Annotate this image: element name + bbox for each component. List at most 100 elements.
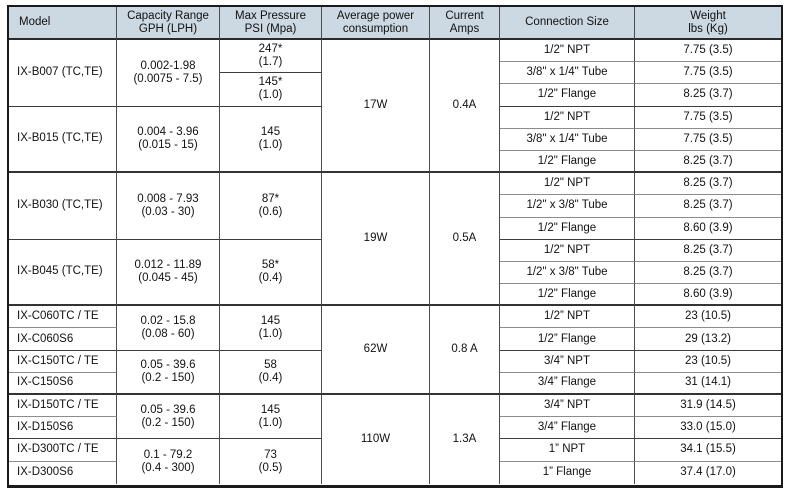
capacity-gph: 0.02 - 15.8	[140, 314, 196, 327]
header-line: GPH (LPH)	[138, 22, 198, 35]
pressure-mpa: (1.0)	[258, 89, 283, 102]
weight-cell: 8.25 (3.7)	[635, 195, 781, 218]
power-cell: 62W	[322, 306, 430, 395]
connection-cell: 3/4” Flange	[500, 372, 635, 395]
capacity-lph: (0.03 - 30)	[141, 205, 195, 218]
pressure-cell: 247* (1.7)	[220, 40, 322, 74]
capacity-gph: 0.012 - 11.89	[134, 258, 202, 271]
current-cell: 0.8 A	[430, 306, 500, 395]
capacity-lph: (0.0075 - 7.5)	[133, 72, 203, 85]
connection-cell: 3/4” NPT	[500, 395, 635, 418]
header-line: Average power	[336, 9, 415, 22]
pressure-mpa: (1.7)	[258, 56, 283, 69]
connection-cell: 1/2” Flange	[500, 328, 635, 351]
col-header-power: Average power consumption	[322, 7, 430, 40]
col-header-model: Model	[9, 7, 117, 40]
weight-cell: 8.25 (3.7)	[635, 151, 781, 174]
weight-cell: 7.75 (3.5)	[635, 40, 781, 63]
weight-cell: 29 (13.2)	[635, 328, 781, 351]
pressure-mpa: (0.4)	[258, 371, 283, 384]
header-line: Current	[445, 9, 484, 22]
model-cell: IX-D150TC / TE	[9, 395, 117, 418]
pressure-psi: 58*	[261, 258, 280, 271]
header-line: Amps	[449, 22, 480, 35]
current-cell: 0.5A	[430, 173, 500, 307]
weight-cell: 33.0 (15.0)	[635, 417, 781, 440]
connection-cell: 1/2" Flange	[500, 150, 635, 174]
pressure-mpa: (1.0)	[258, 416, 283, 429]
capacity-gph: 0.002-1.98	[140, 59, 196, 72]
header-line: lbs (Kg)	[688, 22, 728, 35]
pressure-psi: 145	[260, 125, 281, 138]
pressure-psi: 145	[260, 314, 281, 327]
capacity-cell: 0.05 - 39.6 (0.2 - 150)	[117, 395, 220, 440]
capacity-lph: (0.015 - 15)	[138, 138, 198, 151]
current-cell: 0.4A	[430, 40, 500, 174]
pressure-mpa: (1.0)	[258, 138, 283, 151]
weight-cell: 7.75 (3.5)	[635, 62, 781, 85]
weight-cell: 8.25 (3.7)	[635, 84, 781, 107]
pressure-psi: 73	[264, 448, 277, 461]
capacity-cell: 0.02 - 15.8 (0.08 - 60)	[117, 306, 220, 351]
weight-cell: 8.25 (3.7)	[635, 240, 781, 262]
connection-cell: 3/4” NPT	[500, 350, 635, 373]
model-cell: IX-D300TC / TE	[9, 439, 117, 462]
weight-cell: 8.25 (3.7)	[635, 173, 781, 196]
connection-cell: 1/2" NPT	[500, 239, 635, 262]
capacity-lph: (0.045 - 45)	[138, 271, 198, 284]
pressure-psi: 58	[264, 358, 277, 371]
weight-cell: 23 (10.5)	[635, 306, 781, 329]
pressure-mpa: (0.5)	[258, 461, 283, 474]
header-line: Max Pressure	[235, 9, 306, 22]
connection-cell: 1/2” NPT	[500, 306, 635, 329]
power-cell: 17W	[322, 40, 430, 174]
capacity-cell: 0.004 - 3.96 (0.015 - 15)	[117, 106, 220, 174]
current-cell: 1.3A	[430, 395, 500, 484]
model-cell: IX-C060TC / TE	[9, 306, 117, 329]
capacity-cell: 0.008 - 7.93 (0.03 - 30)	[117, 173, 220, 240]
weight-cell: 8.25 (3.7)	[635, 262, 781, 285]
pressure-cell: 73 (0.5)	[220, 439, 322, 484]
col-header-capacity: Capacity Range GPH (LPH)	[117, 7, 220, 40]
capacity-lph: (0.08 - 60)	[141, 327, 195, 340]
connection-cell: 1/2" x 3/8" Tube	[500, 195, 635, 218]
header-line: Weight	[690, 9, 726, 22]
weight-cell: 34.1 (15.5)	[635, 439, 781, 462]
capacity-gph: 0.05 - 39.6	[140, 403, 196, 416]
col-header-connection: Connection Size	[500, 7, 635, 40]
connection-cell: 1” Flange	[500, 461, 635, 484]
weight-cell: 37.4 (17.0)	[680, 466, 736, 479]
model-cell: IX-B015 (TC,TE)	[9, 106, 117, 174]
pressure-psi: 145*	[258, 76, 283, 89]
capacity-cell: 0.05 - 39.6 (0.2 - 150)	[117, 350, 220, 395]
pressure-mpa: (0.4)	[258, 271, 283, 284]
connection-cell: 1/2" Flange	[500, 217, 635, 240]
weight-cell: 7.75 (3.5)	[635, 129, 781, 151]
capacity-lph: (0.2 - 150)	[141, 371, 195, 384]
capacity-cell: 0.002-1.98 (0.0075 - 7.5)	[117, 40, 220, 107]
pressure-psi: 247*	[258, 43, 283, 56]
col-header-current: Current Amps	[430, 7, 500, 40]
col-header-pressure: Max Pressure PSI (Mpa)	[220, 7, 322, 40]
pressure-cell: 145 (1.0)	[220, 106, 322, 174]
header-line: consumption	[342, 22, 409, 35]
pressure-cell: 58 (0.4)	[220, 350, 322, 395]
connection-cell: 1/2" Flange	[500, 84, 635, 107]
connection-cell: 1/2" NPT	[500, 173, 635, 196]
connection-cell: 3/4” Flange	[500, 417, 635, 440]
capacity-cell: 0.012 - 11.89 (0.045 - 45)	[117, 239, 220, 307]
connection-cell: 1/2" NPT	[500, 40, 635, 63]
power-cell: 19W	[322, 173, 430, 307]
model-cell: IX-B007 (TC,TE)	[9, 40, 117, 107]
connection-cell: 3/8" x 1/4" Tube	[500, 62, 635, 85]
connection-cell: 1/2" x 3/8" Tube	[500, 261, 635, 285]
capacity-gph: 0.05 - 39.6	[140, 358, 196, 371]
connection-cell: 1” NPT	[500, 439, 635, 462]
model-cell: IX-C060S6	[9, 328, 117, 351]
power-cell: 110W	[322, 395, 430, 484]
model-cell: IX-D300S6	[9, 461, 117, 484]
capacity-cell: 0.1 - 79.2 (0.4 - 300)	[117, 439, 220, 484]
capacity-gph: 0.004 - 3.96	[137, 125, 199, 138]
capacity-lph: (0.4 - 300)	[141, 461, 195, 474]
header-line: PSI (Mpa)	[244, 22, 297, 35]
